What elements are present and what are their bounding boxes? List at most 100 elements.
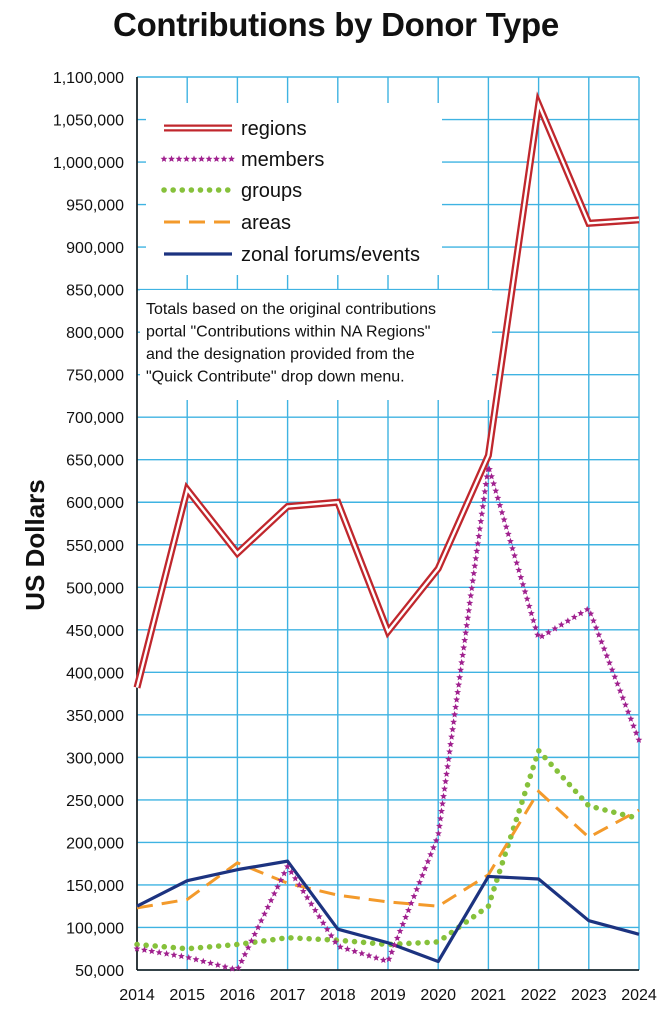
series-groups [134, 745, 642, 952]
note-background [140, 290, 492, 400]
star-point [315, 913, 323, 920]
star-point [456, 673, 464, 681]
star-point [622, 701, 629, 708]
legend: regions members groups areas zonal forums/ev… [146, 103, 442, 275]
star-point [519, 580, 527, 588]
star-point [418, 871, 426, 879]
star-point [234, 964, 242, 971]
star-point [439, 800, 446, 807]
series-groups-line [134, 745, 642, 952]
star-point [470, 569, 478, 577]
star-point [214, 961, 222, 968]
star-point [595, 631, 603, 638]
star-point [168, 155, 175, 162]
y-tick-label: 1,100,000 [53, 70, 124, 87]
star-point [220, 155, 228, 162]
star-point [199, 957, 207, 965]
star-point [463, 621, 471, 629]
star-point [198, 155, 205, 162]
star-point [442, 777, 449, 785]
star-point [483, 473, 491, 480]
star-point [447, 740, 455, 748]
note-line: "Quick Contribute" drop down menu. [146, 369, 405, 386]
star-point [469, 577, 477, 584]
y-tick-label: 200,000 [66, 835, 124, 852]
note-line: Totals based on the original contributio… [146, 301, 436, 318]
star-point [500, 516, 508, 523]
star-point [459, 651, 467, 659]
star-point [478, 510, 486, 517]
star-point [457, 666, 465, 673]
star-point [323, 925, 331, 933]
star-point [515, 566, 523, 574]
star-point [611, 673, 619, 680]
star-point [513, 559, 521, 566]
star-point [455, 681, 463, 688]
star-point [480, 495, 488, 502]
y-tick-label: 300,000 [66, 750, 124, 767]
star-point [228, 155, 235, 162]
star-point [407, 899, 415, 907]
legend-background [146, 103, 442, 275]
star-point [445, 755, 452, 763]
series-regions [133, 91, 640, 689]
star-point [319, 919, 327, 926]
star-point [545, 628, 552, 636]
star-point [614, 680, 621, 687]
x-tick-label: 2022 [521, 987, 557, 1004]
star-point [460, 644, 468, 651]
star-point [532, 624, 539, 631]
y-tick-label: 250,000 [66, 793, 124, 810]
star-point [450, 718, 458, 725]
star-point [261, 910, 268, 917]
star-point [221, 963, 229, 970]
star-point [437, 815, 444, 822]
star-point [280, 869, 288, 877]
star-point [287, 868, 295, 876]
star-point [498, 508, 506, 516]
y-tick-label: 500,000 [66, 580, 124, 597]
y-tick-label: 750,000 [66, 368, 124, 385]
star-point [244, 944, 252, 951]
star-point [461, 636, 469, 644]
star-point [267, 896, 275, 904]
star-point [511, 552, 519, 559]
star-point [391, 941, 398, 949]
star-point [462, 629, 470, 636]
star-point [277, 876, 285, 884]
star-point [587, 610, 595, 617]
star-point [185, 954, 193, 961]
annotation-note: Totals based on the original contributio… [140, 290, 492, 400]
star-point [402, 913, 410, 921]
y-tick-label: 900,000 [66, 240, 124, 257]
y-tick-label: 100,000 [66, 920, 124, 937]
star-point [399, 920, 407, 928]
star-point [530, 616, 537, 624]
series-members [133, 465, 643, 972]
star-point [600, 645, 608, 652]
star-point [175, 155, 183, 162]
star-point [344, 945, 351, 953]
star-point [630, 722, 637, 729]
star-point [606, 659, 613, 666]
star-point [170, 951, 178, 958]
star-point [624, 708, 632, 715]
y-axis: 50,000 100,000 150,000 200,000 250,000 300,00… [53, 70, 124, 980]
star-point [213, 155, 220, 162]
legend-label-regions: regions [241, 118, 307, 140]
star-point [311, 906, 319, 914]
y-tick-label: 1,000,000 [53, 155, 124, 172]
star-point [385, 955, 393, 962]
star-point [486, 465, 493, 473]
star-point [517, 573, 525, 581]
legend-swatch-members-line [160, 155, 235, 162]
star-point [205, 155, 213, 162]
x-tick-label: 2023 [571, 987, 607, 1004]
star-point [577, 609, 585, 617]
star-point [557, 621, 565, 628]
star-point [466, 599, 474, 607]
star-point [365, 952, 373, 959]
x-tick-label: 2016 [220, 987, 256, 1004]
star-point [477, 517, 485, 525]
